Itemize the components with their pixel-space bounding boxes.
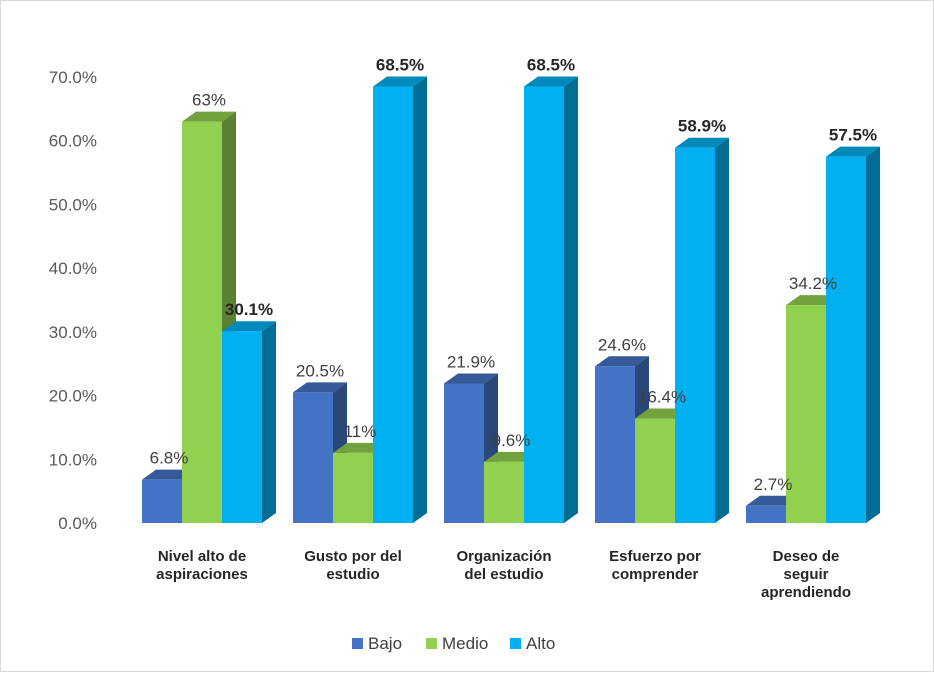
data-label: 57.5%: [829, 126, 877, 145]
data-label: 9.6%: [492, 431, 531, 450]
bar: [484, 461, 524, 523]
bar: [524, 86, 564, 524]
bar-top: [595, 356, 649, 367]
bar: [444, 383, 484, 523]
legend-label: Alto: [526, 634, 555, 653]
bar: [786, 305, 826, 523]
y-tick-label: 20.0%: [49, 387, 97, 406]
bar-side: [564, 76, 578, 524]
bar-top: [293, 382, 347, 393]
y-tick-label: 30.0%: [49, 323, 97, 342]
bar: [746, 505, 786, 523]
y-tick-label: 50.0%: [49, 195, 97, 214]
bar: [373, 86, 413, 524]
bar-side: [866, 146, 880, 523]
data-label: 58.9%: [678, 117, 726, 136]
legend-label: Medio: [442, 634, 488, 653]
category-label: Nivel alto de: [158, 548, 246, 565]
bar-top: [222, 321, 276, 332]
data-label: 20.5%: [296, 361, 344, 380]
bar-side: [413, 76, 427, 524]
legend-swatch: [510, 638, 521, 649]
bar: [635, 418, 675, 523]
legend-swatch: [426, 638, 437, 649]
data-label: 34.2%: [789, 274, 837, 293]
bar: [142, 479, 182, 523]
bar-side: [715, 137, 729, 524]
category-label: aprendiendo: [761, 584, 851, 601]
bar-top: [524, 76, 578, 87]
category-label: estudio: [326, 566, 379, 583]
legend-swatch: [352, 638, 363, 649]
category-label: seguir: [783, 566, 828, 583]
bar-top: [444, 373, 498, 384]
bar: [182, 121, 222, 523]
bar-top: [675, 137, 729, 148]
category-label: Deseo de: [773, 548, 840, 565]
data-label: 11%: [344, 422, 377, 441]
bar-top: [826, 146, 880, 157]
y-tick-label: 70.0%: [49, 68, 97, 87]
data-label: 2.7%: [754, 475, 793, 494]
category-label: del estudio: [464, 566, 543, 583]
data-label: 24.6%: [598, 335, 646, 354]
y-tick-label: 40.0%: [49, 259, 97, 278]
bar-side: [262, 321, 276, 523]
y-tick-label: 60.0%: [49, 132, 97, 151]
bar: [333, 452, 373, 523]
legend-label: Bajo: [368, 634, 402, 653]
y-tick-label: 10.0%: [49, 450, 97, 469]
bar: [826, 156, 866, 523]
category-label: Esfuerzo por: [609, 548, 701, 565]
bar: [675, 147, 715, 524]
y-tick-label: 0.0%: [58, 514, 97, 533]
category-label: comprender: [612, 566, 699, 583]
bar-top: [373, 76, 427, 87]
data-label: 63%: [192, 91, 226, 110]
data-label: 16.4%: [638, 388, 686, 407]
category-label: Organización: [456, 548, 551, 565]
data-label: 68.5%: [527, 56, 575, 75]
bar: [595, 366, 635, 523]
data-label: 30.1%: [225, 300, 273, 319]
bar: [222, 331, 262, 523]
bar-top: [182, 111, 236, 122]
data-label: 6.8%: [150, 449, 189, 468]
bar: [293, 392, 333, 523]
category-label: aspiraciones: [156, 566, 248, 583]
data-label: 21.9%: [447, 352, 495, 371]
data-label: 68.5%: [376, 56, 424, 75]
category-label: Gusto por del: [304, 548, 402, 565]
